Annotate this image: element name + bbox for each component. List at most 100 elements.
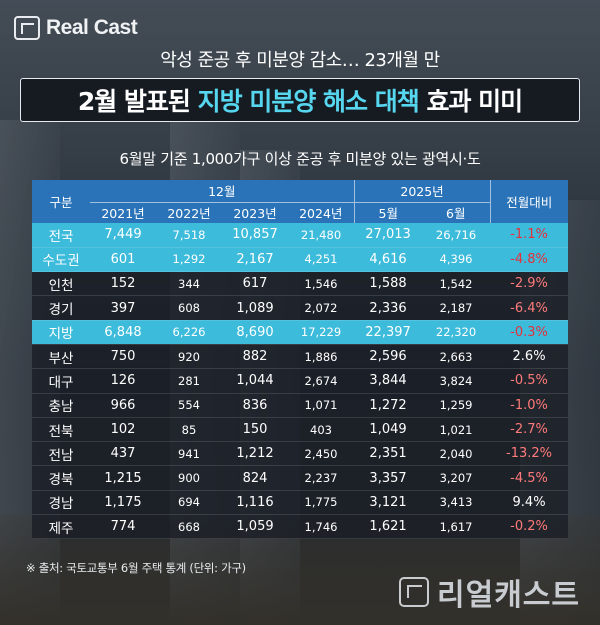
header-year: 2022년 [156, 202, 222, 223]
cell-change: 9.4% [490, 490, 569, 516]
title-suffix: 효과 미미 [418, 87, 523, 116]
cell-value: 1,775 [288, 490, 355, 516]
table-row: 수도권 601 1,292 2,167 4,251 4,616 4,396 -4.8% [32, 247, 569, 273]
cell-value: 21,480 [288, 223, 355, 248]
cell-value: 966 [90, 393, 156, 418]
header-month: 5월 [353, 202, 423, 223]
table-row: 전국 7,449 7,518 10,857 21,480 27,013 26,716 -1.1… [32, 223, 569, 248]
cell-value: 1,071 [288, 393, 355, 418]
source-note: ※ 출처: 국토교통부 6월 주택 통계 (단위: 가구) [26, 561, 246, 575]
table-row: 경남 1,175 694 1,116 1,775 3,121 3,413 9.4% [32, 490, 569, 516]
row-region: 경기 [32, 295, 90, 321]
row-region: 지방 [32, 320, 90, 345]
cell-value: 437 [90, 441, 156, 467]
row-region: 부산 [32, 344, 90, 370]
cell-value: 2,237 [288, 465, 355, 491]
cell-value: 2,450 [288, 441, 355, 467]
header-group-12: 12월 [90, 180, 355, 203]
cell-value: 3,824 [422, 368, 491, 394]
cell-value: 668 [156, 514, 222, 540]
cell-value: 1,059 [222, 514, 288, 540]
cell-value: 882 [222, 344, 288, 370]
header-year: 2021년 [90, 202, 156, 223]
cell-change: -0.2% [490, 514, 569, 540]
cell-value: 4,616 [354, 247, 423, 273]
cell-value: 1,215 [90, 465, 156, 491]
cell-value: 554 [156, 393, 222, 418]
cell-value: 1,272 [354, 393, 423, 418]
cell-value: 22,320 [422, 320, 491, 345]
cell-value: 6,848 [90, 320, 156, 345]
cell-value: 1,212 [222, 441, 288, 467]
cell-value: 85 [156, 417, 222, 443]
row-region: 전남 [32, 441, 90, 467]
cell-value: 26,716 [422, 223, 491, 248]
cell-value: 1,588 [354, 271, 423, 297]
cell-value: 6,226 [156, 320, 222, 345]
header-category: 구분 [32, 180, 90, 223]
brand-text: 리얼캐스트 [437, 578, 580, 613]
header-month: 6월 [422, 202, 491, 223]
cell-value: 7,518 [156, 223, 222, 248]
row-region: 경남 [32, 490, 90, 516]
cell-change: -1.1% [490, 223, 569, 248]
cell-value: 1,886 [288, 344, 355, 370]
cell-value: 22,397 [354, 320, 423, 345]
table-row: 전북 102 85 150 403 1,049 1,021 -2.7% [32, 417, 569, 443]
page-title: 2월 발표된 지방 미분양 해소 대책 효과 미미 [77, 82, 523, 118]
row-region: 전국 [32, 223, 90, 248]
cell-value: 27,013 [354, 223, 423, 248]
cell-value: 836 [222, 393, 288, 418]
cell-value: 3,207 [422, 465, 491, 491]
cell-value: 1,116 [222, 490, 288, 516]
cell-value: 2,674 [288, 368, 355, 394]
cell-value: 2,187 [422, 295, 491, 321]
cell-value: 1,542 [422, 271, 491, 297]
cell-value: 1,044 [222, 368, 288, 394]
logo-text: Real Cast [46, 16, 138, 39]
cell-value: 900 [156, 465, 222, 491]
cell-change: -0.5% [490, 368, 569, 394]
cell-change: -4.5% [490, 465, 569, 491]
header-group-2025: 2025년 [353, 180, 491, 203]
cell-value: 344 [156, 271, 222, 297]
cell-value: 8,690 [222, 320, 288, 345]
cell-value: 1,021 [422, 417, 491, 443]
cell-value: 152 [90, 271, 156, 297]
cell-value: 1,746 [288, 514, 355, 540]
table-caption: 6월말 기준 1,000가구 이상 준공 후 미분양 있는 광역시·도 [119, 150, 481, 168]
header-year: 2023년 [222, 202, 288, 223]
cell-value: 10,857 [222, 223, 288, 248]
cell-value: 3,413 [422, 490, 491, 516]
cell-change: -1.0% [490, 393, 569, 418]
row-region: 인천 [32, 271, 90, 297]
cell-value: 3,121 [354, 490, 423, 516]
cell-change: 2.6% [490, 344, 569, 370]
title-box: 2월 발표된 지방 미분양 해소 대책 효과 미미 [20, 78, 580, 122]
cell-change: -4.8% [490, 247, 569, 273]
cell-value: 4,251 [288, 247, 355, 273]
cell-value: 2,336 [354, 295, 423, 321]
cell-value: 4,396 [422, 247, 491, 273]
realcast-logo: Real Cast [14, 16, 138, 40]
cell-value: 2,596 [354, 344, 423, 370]
cell-value: 2,072 [288, 295, 355, 321]
row-region: 충남 [32, 393, 90, 418]
cell-value: 824 [222, 465, 288, 491]
table-row: 지방 6,848 6,226 8,690 17,229 22,397 22,320 -0.3% [32, 320, 569, 345]
cell-value: 2,351 [354, 441, 423, 467]
cell-change: -6.4% [490, 295, 569, 321]
cell-change: -2.7% [490, 417, 569, 443]
row-region: 전북 [32, 417, 90, 443]
cell-value: 102 [90, 417, 156, 443]
subtitle: 악성 준공 후 미분양 감소… 23개월 만 [160, 50, 440, 71]
table-row: 충남 966 554 836 1,071 1,272 1,259 -1.0% [32, 393, 569, 418]
cell-value: 1,049 [354, 417, 423, 443]
cell-value: 1,621 [354, 514, 423, 540]
cell-value: 7,449 [90, 223, 156, 248]
cell-value: 17,229 [288, 320, 355, 345]
cell-value: 750 [90, 344, 156, 370]
title-prefix: 2월 발표된 [77, 87, 198, 116]
cell-value: 617 [222, 271, 288, 297]
cell-value: 281 [156, 368, 222, 394]
